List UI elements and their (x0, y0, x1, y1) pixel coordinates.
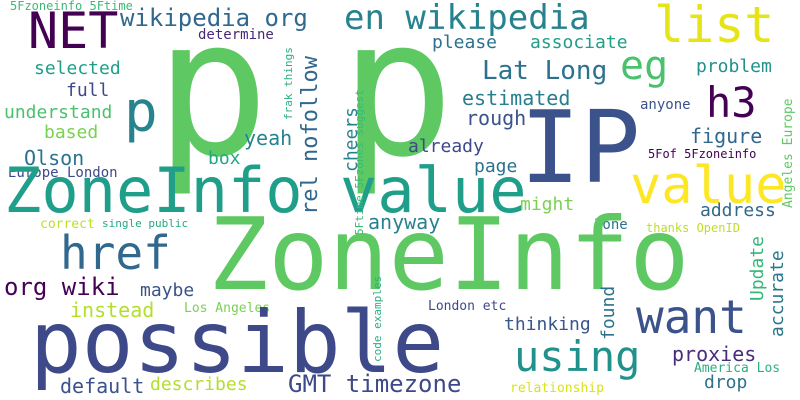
word-update: Update (747, 235, 768, 301)
word-frak-things: frak things (282, 47, 295, 120)
word-zoneinfo: ZoneInfo (208, 196, 690, 313)
word-code-examples: code examples (371, 275, 384, 362)
word-en-wikipedia: en wikipedia (344, 0, 590, 38)
word-rel-nofollow: rel nofollow (298, 56, 323, 215)
word-using: using (514, 332, 641, 381)
word-thinking: thinking (504, 314, 591, 335)
word-correct: correct (40, 217, 95, 232)
word-based: based (44, 122, 99, 143)
word-found: found (598, 285, 619, 340)
word-address: address (700, 200, 776, 221)
word-page: page (474, 156, 518, 177)
word-drop: drop (704, 372, 748, 393)
word-angeles-europe: Angeles Europe (781, 98, 796, 208)
word-wikipedia-org: wikipedia org (120, 4, 308, 32)
word-lat-long: Lat Long (482, 56, 608, 86)
word-5fof-5fzoneinfo: 5Fof 5Fzoneinfo (648, 147, 757, 161)
word-p-2: p (340, 0, 455, 199)
word-net: NET (28, 2, 119, 60)
word-problem: problem (696, 56, 772, 77)
word-anyway: anyway (368, 210, 441, 234)
word-p-1: p (155, 0, 270, 199)
word-europe-london: Europe London (8, 165, 118, 181)
word-olson: Olson (24, 146, 85, 170)
word-anyone: anyone (640, 97, 691, 113)
word-gmt-timezone: GMT timezone (288, 370, 462, 398)
word-london-etc: London etc (428, 299, 507, 314)
word-estimated: estimated (462, 86, 571, 110)
word-proxies: proxies (672, 342, 757, 366)
word-possible: possible (30, 293, 445, 393)
word-describes: describes (150, 374, 248, 395)
word-zone: Zone (594, 217, 628, 233)
word-value: value (630, 156, 787, 216)
word-los-angeles: Los Angeles (184, 301, 271, 316)
word-might: might (520, 194, 575, 215)
word-box: box (208, 148, 241, 169)
word-accurate: accurate (767, 250, 788, 337)
word-please: please (432, 32, 498, 53)
word-zoneinfo-value: ZoneInfo value (4, 154, 527, 227)
word-full: full (66, 80, 110, 101)
word-org-wiki: org wiki (4, 273, 120, 301)
word-single-public: single public (102, 217, 189, 230)
word-instead: instead (70, 298, 155, 322)
word-figure: figure (690, 124, 763, 148)
word-list: list (654, 0, 775, 54)
word-cheers: cheers (341, 106, 362, 172)
word-relationship: relationship (510, 381, 604, 396)
word-understand: understand (4, 102, 113, 123)
word-thanks-openid: thanks OpenID (646, 221, 740, 235)
word-determine: determine (198, 27, 274, 43)
word-maybe: maybe (140, 280, 195, 301)
word-ip: IP (520, 89, 641, 206)
word-already: already (408, 136, 484, 157)
word-associate: associate (530, 32, 628, 53)
word-yeah: yeah (244, 126, 293, 150)
word-want: want (636, 290, 747, 344)
word-h3: h3 (706, 78, 757, 127)
word-eg: eg (620, 43, 669, 89)
word-rough: rough (466, 106, 527, 130)
word-selected: selected (34, 58, 121, 79)
word-p-3: p (124, 80, 158, 145)
word-href: href (60, 226, 171, 280)
word-default: default (60, 374, 145, 398)
word-5fzoneinfo-5ftime: 5Fzoneinfo 5Ftime (10, 0, 133, 13)
word-america-los: America Los (694, 361, 781, 376)
